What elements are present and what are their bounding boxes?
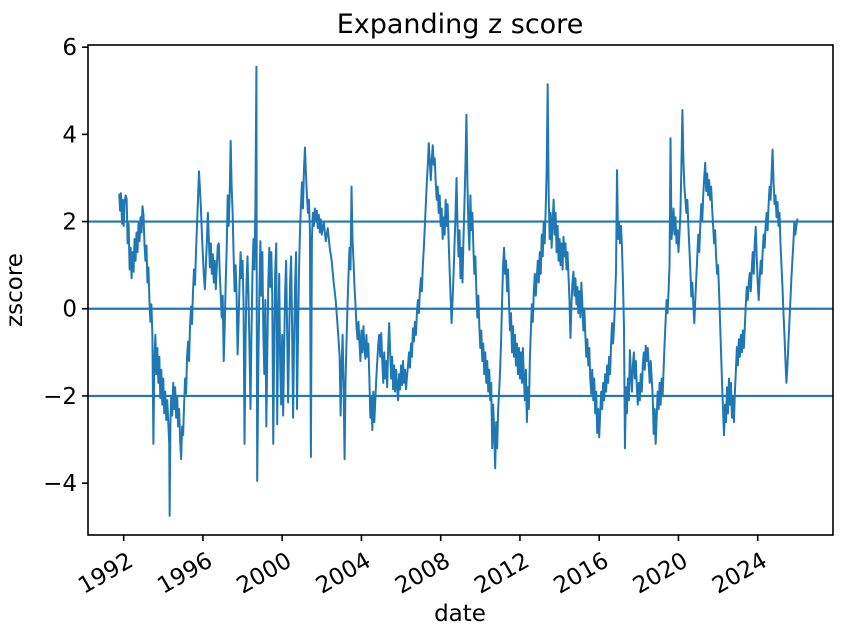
axes-spines: [87, 44, 834, 536]
x-tick-label: 2012: [470, 548, 534, 600]
y-tick-label: 6: [62, 35, 77, 61]
data-line: [118, 65, 799, 517]
y-tick-label: −4: [43, 471, 77, 497]
threshold-lines: [88, 220, 833, 398]
y-tick-label: −2: [43, 384, 77, 410]
x-tick-label: 2004: [312, 548, 376, 600]
x-tick-label: 1996: [153, 548, 217, 600]
x-axis-label: date: [434, 601, 486, 627]
x-tick-label: 1992: [74, 548, 138, 600]
x-tick-label: 2020: [629, 548, 693, 600]
plot-border: [87, 44, 834, 536]
y-axis: −4 −2 0 2 4 6: [43, 35, 88, 497]
x-tick-label: 2008: [391, 548, 455, 600]
x-tick-label: 2024: [708, 548, 772, 600]
x-tick-label: 2000: [232, 548, 296, 600]
zscore-line-series: [118, 65, 799, 517]
y-tick-label: 4: [62, 122, 77, 148]
y-axis-label: zscore: [2, 253, 28, 327]
x-tick-label: 2016: [549, 548, 613, 600]
chart-title: Expanding z score: [337, 9, 584, 40]
y-tick-label: 0: [62, 297, 77, 323]
y-tick-label: 2: [62, 210, 77, 236]
x-axis: 1992 1996 2000 2004 2008 2012 2016 2020 2024: [74, 535, 772, 599]
